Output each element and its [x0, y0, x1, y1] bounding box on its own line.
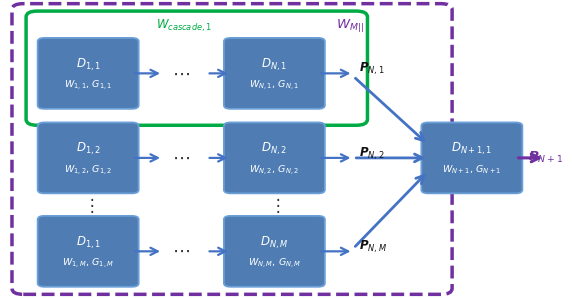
Text: $\cdots$: $\cdots$: [172, 242, 190, 260]
Text: $D_{N,2}$: $D_{N,2}$: [261, 141, 287, 157]
Text: $W_{cascade,1}$: $W_{cascade,1}$: [156, 18, 212, 34]
Text: $\boldsymbol{P}_{N,M}$: $\boldsymbol{P}_{N,M}$: [359, 239, 387, 255]
Text: $W_{N+1},\,G_{N+1}$: $W_{N+1},\,G_{N+1}$: [442, 164, 502, 176]
Text: $D_{1,1}$: $D_{1,1}$: [76, 56, 101, 73]
FancyBboxPatch shape: [422, 122, 522, 193]
Text: $\cdots$: $\cdots$: [172, 149, 190, 167]
Text: $\boldsymbol{P}_{N,1}$: $\boldsymbol{P}_{N,1}$: [359, 61, 384, 77]
Text: $D_{1,1}$: $D_{1,1}$: [76, 234, 101, 251]
Text: $\vdots$: $\vdots$: [82, 196, 94, 215]
FancyBboxPatch shape: [224, 122, 325, 193]
Text: $D_{N+1,1}$: $D_{N+1,1}$: [451, 141, 492, 157]
FancyBboxPatch shape: [224, 38, 325, 109]
FancyBboxPatch shape: [224, 216, 325, 287]
Text: $\vdots$: $\vdots$: [269, 196, 280, 215]
FancyBboxPatch shape: [38, 216, 138, 287]
FancyBboxPatch shape: [38, 38, 138, 109]
Text: $W_{1,2},\,G_{1,2}$: $W_{1,2},\,G_{1,2}$: [64, 163, 112, 177]
FancyBboxPatch shape: [38, 122, 138, 193]
Text: $\boldsymbol{P}_{N,2}$: $\boldsymbol{P}_{N,2}$: [359, 145, 384, 162]
Text: $D_{N,M}$: $D_{N,M}$: [260, 234, 288, 251]
Text: $W_{M||}$: $W_{M||}$: [336, 17, 364, 34]
Text: $W_{N,M},\,G_{N,M}$: $W_{N,M},\,G_{N,M}$: [248, 257, 301, 270]
Text: $\cdots$: $\cdots$: [172, 64, 190, 82]
Text: $W_{N,2},\,G_{N,2}$: $W_{N,2},\,G_{N,2}$: [249, 163, 299, 177]
Text: $W_{N,1},\,G_{N,1}$: $W_{N,1},\,G_{N,1}$: [249, 79, 299, 92]
Text: $\boldsymbol{P}_{N+1}$: $\boldsymbol{P}_{N+1}$: [529, 150, 563, 165]
Text: $D_{N,1}$: $D_{N,1}$: [261, 56, 287, 73]
Text: $D_{1,2}$: $D_{1,2}$: [76, 141, 101, 157]
Text: $W_{1,M},\,G_{1,M}$: $W_{1,M},\,G_{1,M}$: [62, 257, 114, 270]
Text: $W_{1,1},\,G_{1,1}$: $W_{1,1},\,G_{1,1}$: [64, 79, 113, 92]
